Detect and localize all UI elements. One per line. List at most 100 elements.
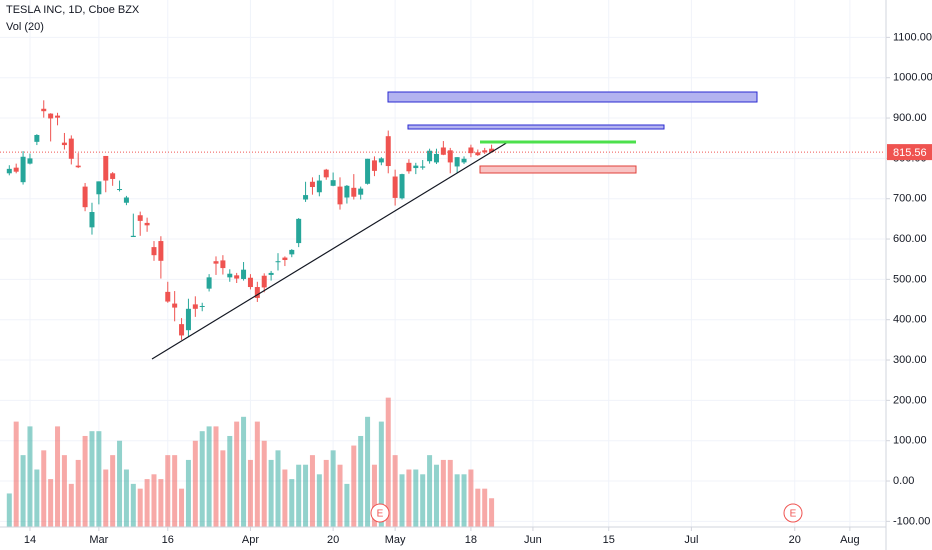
candle-body — [261, 275, 267, 288]
volume-bar — [13, 421, 19, 527]
volume-bar — [482, 488, 488, 527]
volume-bar — [454, 474, 460, 527]
candle-body — [234, 275, 240, 279]
x-tick-label: 16 — [162, 534, 174, 546]
volume-bar — [337, 464, 343, 527]
volume-bar — [20, 455, 26, 527]
volume-bar — [75, 459, 81, 527]
earnings-label: E — [790, 509, 797, 520]
zone-rect[interactable] — [407, 124, 665, 130]
volume-bar — [268, 459, 274, 527]
volume-bar — [392, 455, 398, 527]
y-tick-label: -100.00 — [893, 515, 930, 527]
candle-body — [123, 197, 129, 203]
volume-bar — [468, 469, 474, 527]
candle-body — [323, 169, 329, 178]
zone-rect[interactable] — [387, 91, 758, 103]
x-tick-label: 14 — [24, 534, 36, 546]
volume-bar — [344, 483, 350, 527]
volume-bar — [61, 455, 67, 527]
candle-body — [151, 247, 157, 256]
candle-body — [282, 257, 288, 261]
candle-body — [179, 324, 185, 336]
earnings-marker[interactable]: E — [370, 503, 390, 523]
volume-bar — [103, 469, 109, 527]
candle-body — [55, 115, 61, 118]
volume-bar — [371, 464, 377, 527]
candle-body — [6, 168, 12, 174]
candle-body — [351, 187, 357, 197]
volume-bar — [440, 459, 446, 527]
candle-body — [110, 173, 116, 179]
volume-bar — [420, 474, 426, 527]
candles — [0, 100, 885, 340]
volume-bar — [489, 498, 495, 527]
volume-bar — [241, 416, 247, 527]
volume-bar — [185, 459, 191, 527]
volume-bar — [261, 440, 267, 527]
candle-body — [199, 305, 205, 307]
candle-body — [447, 150, 453, 163]
candle-body — [61, 142, 67, 146]
zone-rect[interactable] — [479, 165, 637, 174]
volume-bar — [309, 455, 315, 527]
volume-bar — [55, 426, 61, 527]
volume-bar — [144, 479, 150, 527]
candle-body — [13, 167, 19, 172]
chart-title: TESLA INC, 1D, Cboe BZX — [6, 4, 140, 16]
volume-bar — [475, 488, 481, 527]
candle-body — [137, 215, 143, 221]
candle-body — [117, 189, 123, 191]
volume-bar — [165, 455, 171, 527]
candle-body — [41, 108, 47, 112]
volume-bar — [137, 488, 143, 527]
x-tick-label: May — [385, 534, 406, 546]
candle-body — [213, 261, 219, 264]
candle-body — [89, 212, 95, 228]
candle-body — [316, 180, 322, 193]
trend-line[interactable] — [151, 141, 509, 360]
candle-body — [365, 158, 371, 184]
volume-bar — [82, 435, 88, 527]
volume-bar — [130, 483, 136, 527]
earnings-marker[interactable]: E — [783, 503, 803, 523]
candle-body — [192, 304, 198, 309]
volume-bar — [199, 431, 205, 527]
y-tick-label: 1000.00 — [893, 72, 932, 84]
candle-body — [392, 176, 398, 198]
candle-body — [82, 186, 88, 208]
candle-body — [406, 162, 412, 172]
indicator-label: Vol (20) — [6, 21, 44, 33]
earnings-label: E — [377, 509, 384, 520]
volume-bar — [427, 455, 433, 527]
volume-bar — [296, 464, 302, 527]
candle-body — [103, 155, 109, 181]
y-tick-label: 0.00 — [893, 475, 914, 487]
volume-bar — [117, 440, 123, 527]
candle-body — [20, 156, 26, 183]
y-tick-label: 400.00 — [893, 314, 927, 326]
candle-body — [378, 158, 384, 163]
volume-bar — [254, 421, 260, 527]
axes: 1100.001000.00900.00800.00700.00600.0050… — [24, 31, 932, 546]
volume-bar — [213, 426, 219, 527]
candle-body — [158, 241, 164, 261]
candle-body — [371, 160, 377, 171]
candle-body — [48, 113, 54, 119]
candle-body — [489, 148, 495, 152]
y-tick-label: 700.00 — [893, 193, 927, 205]
candle-body — [268, 272, 274, 275]
volume-bar — [247, 459, 253, 527]
volume-bar — [41, 450, 47, 527]
volume-bar — [461, 474, 467, 527]
volume-bar — [151, 474, 157, 527]
volume-bar — [27, 426, 33, 527]
candle-body — [185, 308, 191, 331]
candle-body — [275, 261, 281, 263]
volume-bar — [206, 426, 212, 527]
candle-body — [358, 188, 364, 195]
candle-body — [385, 136, 391, 167]
volume-bar — [172, 455, 178, 527]
grid — [0, 0, 885, 527]
